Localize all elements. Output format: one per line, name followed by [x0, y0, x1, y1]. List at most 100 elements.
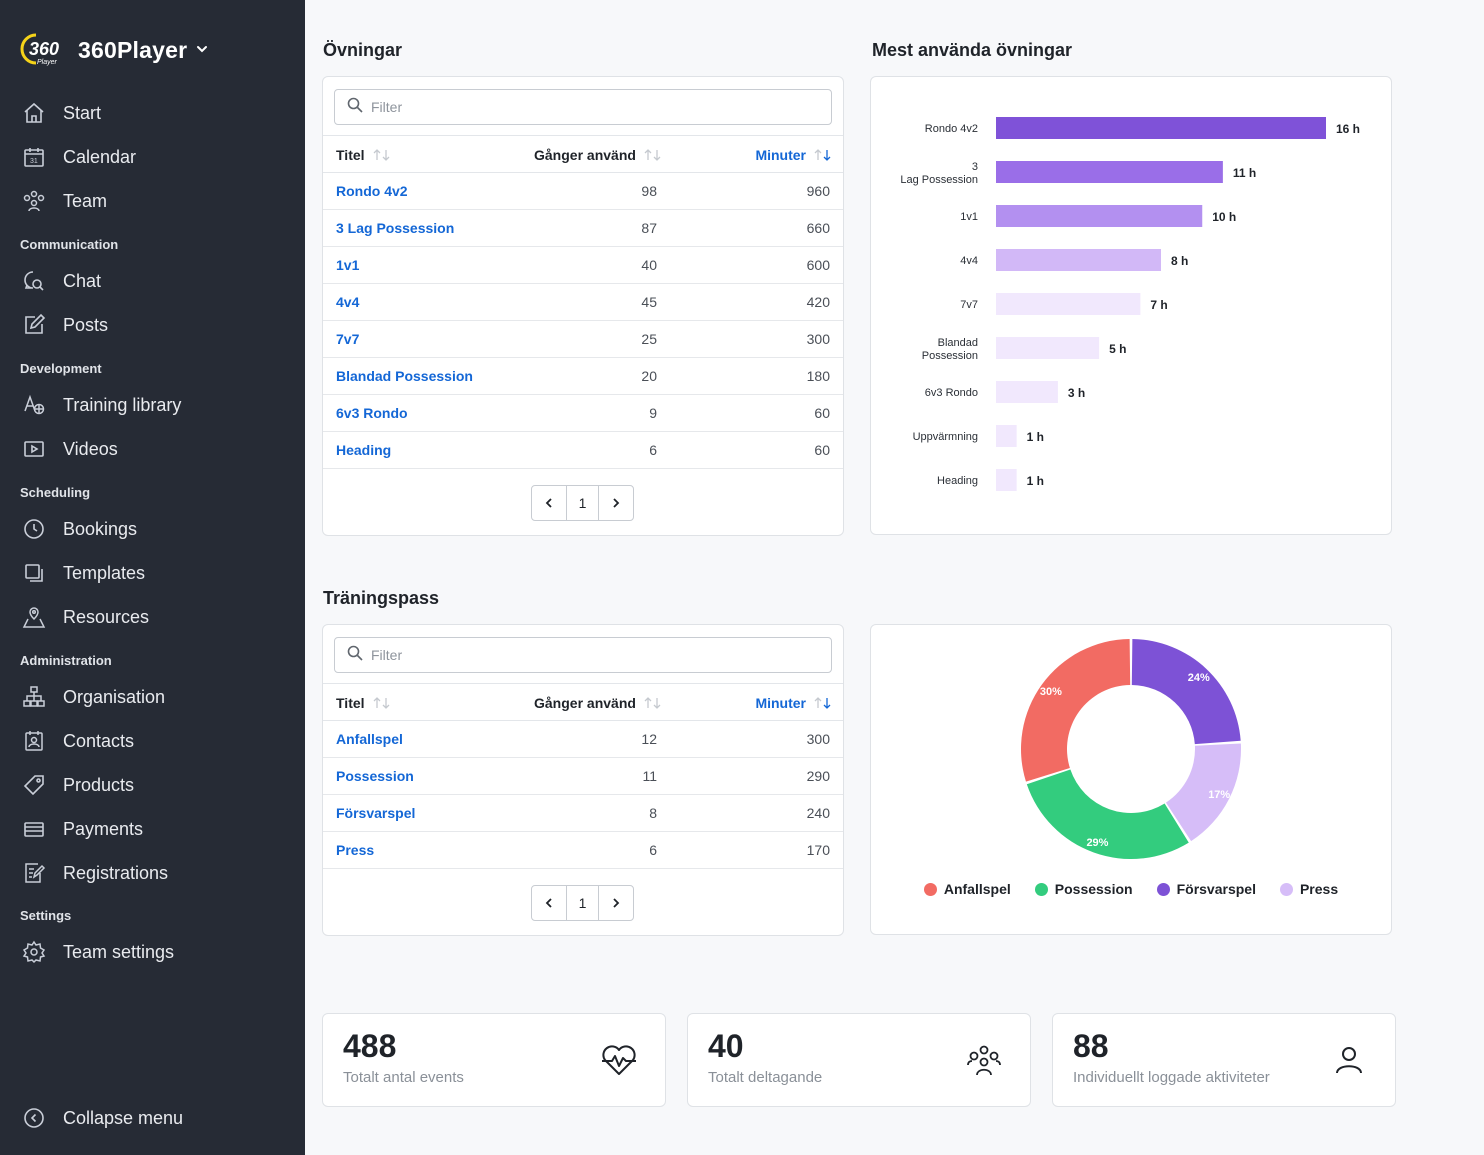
sidebar-item-videos[interactable]: Videos — [20, 431, 285, 467]
sidebar-item-contacts[interactable]: Contacts — [20, 723, 285, 759]
app-name: 360Player — [78, 36, 188, 63]
stat-value: 40 — [708, 1028, 744, 1064]
col-titel[interactable]: Titel — [336, 684, 391, 721]
row-title-link[interactable]: Press — [336, 842, 375, 858]
row-title-link[interactable]: Blandad Possession — [336, 368, 473, 384]
svg-text:360: 360 — [29, 39, 59, 59]
sidebar-item-posts[interactable]: Posts — [20, 307, 285, 343]
legend-label: Försvarspel — [1176, 881, 1256, 897]
sidebar-item-payments[interactable]: Payments — [20, 811, 285, 847]
sidebar-item-team-settings[interactable]: Team settings — [20, 934, 285, 970]
row-title-link[interactable]: 1v1 — [336, 257, 360, 273]
bar-category-label: Rondo 4v2 — [925, 123, 978, 135]
sidebar-item-registrations[interactable]: Registrations — [20, 855, 285, 891]
current-page[interactable]: 1 — [566, 886, 599, 920]
next-page-button[interactable] — [599, 886, 633, 920]
row-title-link[interactable]: Possession — [336, 768, 414, 784]
donut-slice — [1165, 743, 1241, 842]
table-row: Anfallspel 12 300 — [323, 721, 843, 758]
traningspass-filter-input[interactable] — [371, 647, 801, 663]
ovningar-table-header: Titel Gånger använd Minuter — [323, 135, 843, 173]
row-count: 11 — [642, 768, 657, 784]
row-title-link[interactable]: 4v4 — [336, 294, 360, 310]
session-distribution-card: 24% 17% 29% 30% Anfallspel Possession Försv… — [870, 624, 1392, 935]
col-minuter[interactable]: Minuter — [755, 136, 832, 173]
legend-label: Anfallspel — [943, 881, 1011, 897]
legend-dot — [1279, 882, 1293, 896]
ovningar-filter-input[interactable] — [371, 99, 801, 115]
sidebar-item-label: Bookings — [63, 518, 138, 539]
donut-slice-label: 29% — [1086, 837, 1108, 849]
col-ganger-anvand[interactable]: Gånger använd — [534, 136, 662, 173]
row-title-link[interactable]: Försvarspel — [336, 805, 416, 821]
row-count: 6 — [649, 442, 657, 458]
col-titel[interactable]: Titel — [336, 136, 391, 173]
sidebar-item-resources[interactable]: Resources — [20, 599, 285, 635]
row-minutes: 60 — [814, 442, 830, 458]
row-count: 40 — [641, 257, 657, 273]
ovningar-heading: Övningar — [323, 40, 403, 60]
row-title-link[interactable]: 7v7 — [336, 331, 360, 347]
col-titel-label: Titel — [336, 694, 365, 711]
chevron-down-icon — [195, 42, 209, 61]
sidebar-item-start[interactable]: Start — [20, 95, 285, 131]
sort-icon — [644, 696, 662, 709]
collapse-menu-label: Collapse menu — [63, 1107, 184, 1128]
training-library-icon — [20, 391, 48, 419]
sidebar-item-training-library[interactable]: Training library — [20, 387, 285, 423]
stat-label: Totalt antal events — [343, 1069, 464, 1086]
most-used-heading: Mest använda övningar — [872, 40, 1073, 60]
sort-icon — [644, 148, 662, 161]
search-icon — [347, 97, 363, 118]
bar-value-label: 1 h — [1027, 430, 1044, 444]
col-ganger-anvand[interactable]: Gånger använd — [534, 684, 662, 721]
user-icon — [1329, 1042, 1369, 1078]
sidebar-item-team[interactable]: Team — [20, 183, 285, 219]
main-content: Övningar Titel Gånger använd Minuter Ron… — [305, 0, 1484, 1155]
heart-pulse-icon — [599, 1042, 639, 1078]
row-minutes: 420 — [806, 294, 830, 310]
sort-desc-icon — [814, 696, 832, 709]
row-minutes: 600 — [806, 257, 830, 273]
sidebar: 360 Player 360Player Start 31 Calendar T… — [0, 0, 305, 1155]
legend-dot — [1034, 882, 1048, 896]
table-row: Press 6 170 — [323, 832, 843, 869]
sidebar-item-templates[interactable]: Templates — [20, 555, 285, 591]
next-page-button[interactable] — [599, 486, 633, 520]
sidebar-item-products[interactable]: Products — [20, 767, 285, 803]
bar-category-label: 7v7 — [960, 299, 978, 311]
row-title-link[interactable]: 3 Lag Possession — [336, 220, 455, 236]
prev-page-button[interactable] — [532, 486, 566, 520]
table-row: Rondo 4v2 98 960 — [323, 173, 843, 210]
sidebar-item-bookings[interactable]: Bookings — [20, 511, 285, 547]
donut-legend: Anfallspel Possession Försvarspel Press — [871, 881, 1391, 897]
traningspass-pagination: 1 — [531, 885, 634, 921]
row-title-link[interactable]: Anfallspel — [336, 731, 403, 747]
sidebar-item-label: Payments — [63, 818, 144, 839]
current-page[interactable]: 1 — [566, 486, 599, 520]
sidebar-item-label: Team settings — [63, 941, 175, 962]
section-development: Development — [20, 361, 102, 376]
sidebar-item-label: Contacts — [63, 730, 135, 751]
row-title-link[interactable]: 6v3 Rondo — [336, 405, 408, 421]
legend-label: Press — [1299, 881, 1339, 897]
row-minutes: 300 — [806, 731, 830, 747]
bar-value-label: 10 h — [1212, 210, 1236, 224]
collapse-menu-button[interactable]: Collapse menu — [20, 1100, 285, 1136]
bar-category-label: Blandad Possession — [922, 337, 978, 362]
row-minutes: 960 — [806, 183, 830, 199]
col-minuter[interactable]: Minuter — [755, 684, 832, 721]
team-icon — [20, 187, 48, 215]
sidebar-item-organisation[interactable]: Organisation — [20, 679, 285, 715]
sidebar-item-calendar[interactable]: 31 Calendar — [20, 139, 285, 175]
sidebar-item-chat[interactable]: Chat — [20, 263, 285, 299]
360player-logo: 360 Player — [20, 30, 66, 70]
row-minutes: 170 — [806, 842, 830, 858]
table-row: 3 Lag Possession 87 660 — [323, 210, 843, 247]
row-title-link[interactable]: Heading — [336, 442, 392, 458]
table-row: 6v3 Rondo 9 60 — [323, 395, 843, 432]
prev-page-button[interactable] — [532, 886, 566, 920]
sidebar-item-label: Calendar — [63, 146, 137, 167]
row-title-link[interactable]: Rondo 4v2 — [336, 183, 408, 199]
club-switcher[interactable]: 360 Player 360Player — [20, 30, 209, 70]
